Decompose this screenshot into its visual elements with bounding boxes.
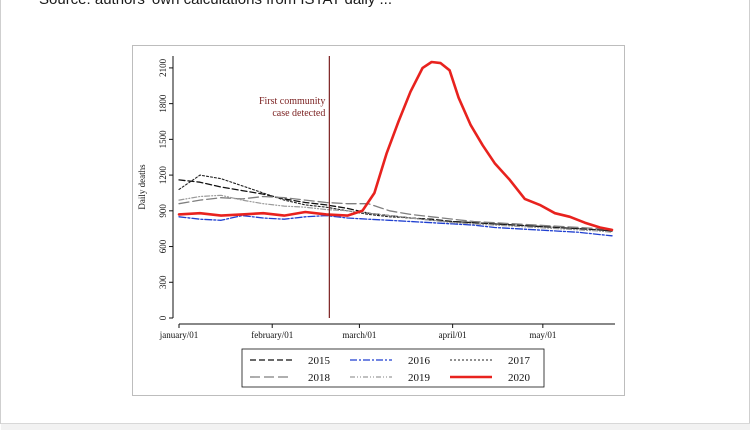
x-tick-label: february/01 <box>251 330 293 340</box>
y-tick-label: 2100 <box>158 58 168 77</box>
legend-label-2016: 2016 <box>408 355 431 367</box>
y-tick-label: 1800 <box>158 94 168 113</box>
legend-label-2017: 2017 <box>508 355 531 367</box>
legend-label-2020: 2020 <box>508 372 531 384</box>
series-line-2016 <box>178 214 613 237</box>
series-line-2015 <box>178 179 613 232</box>
line-chart: 0 300 600 900 1200 1500 1800 2100 january/01 febr… <box>137 56 615 388</box>
y-tick-label: 300 <box>158 275 168 289</box>
series-line-2018 <box>178 195 613 231</box>
y-axis-label: Daily deaths <box>137 164 147 210</box>
y-tick-label: 600 <box>158 239 168 253</box>
legend-label-2019: 2019 <box>408 372 431 384</box>
legend-label-2015: 2015 <box>308 355 331 367</box>
annotation-text: case detected <box>272 108 325 119</box>
annotation-text: First community <box>259 96 325 107</box>
y-tick-label: 1200 <box>158 166 168 185</box>
series-line-2017 <box>178 174 613 232</box>
source-caption: Source: authors' own calculations from I… <box>39 0 392 8</box>
bottom-rule <box>1 423 750 430</box>
legend-label-2018: 2018 <box>308 372 331 384</box>
figure-frame: 0 300 600 900 1200 1500 1800 2100 january/01 febr… <box>132 45 625 396</box>
plot-area <box>172 56 615 325</box>
x-tick-label: january/01 <box>159 330 199 340</box>
legend: 2015 2016 2017 2018 2019 2020 <box>241 348 545 388</box>
legend-box <box>241 348 545 388</box>
x-tick-label: may/01 <box>529 330 556 340</box>
y-tick-label: 1500 <box>158 130 168 149</box>
x-tick-label: march/01 <box>342 330 376 340</box>
series-line-2020 <box>177 60 614 232</box>
series-line-2019 <box>178 194 613 233</box>
x-tick-label: april/01 <box>439 330 467 340</box>
y-tick-label: 900 <box>158 204 168 218</box>
y-tick-label: 0 <box>158 315 168 320</box>
